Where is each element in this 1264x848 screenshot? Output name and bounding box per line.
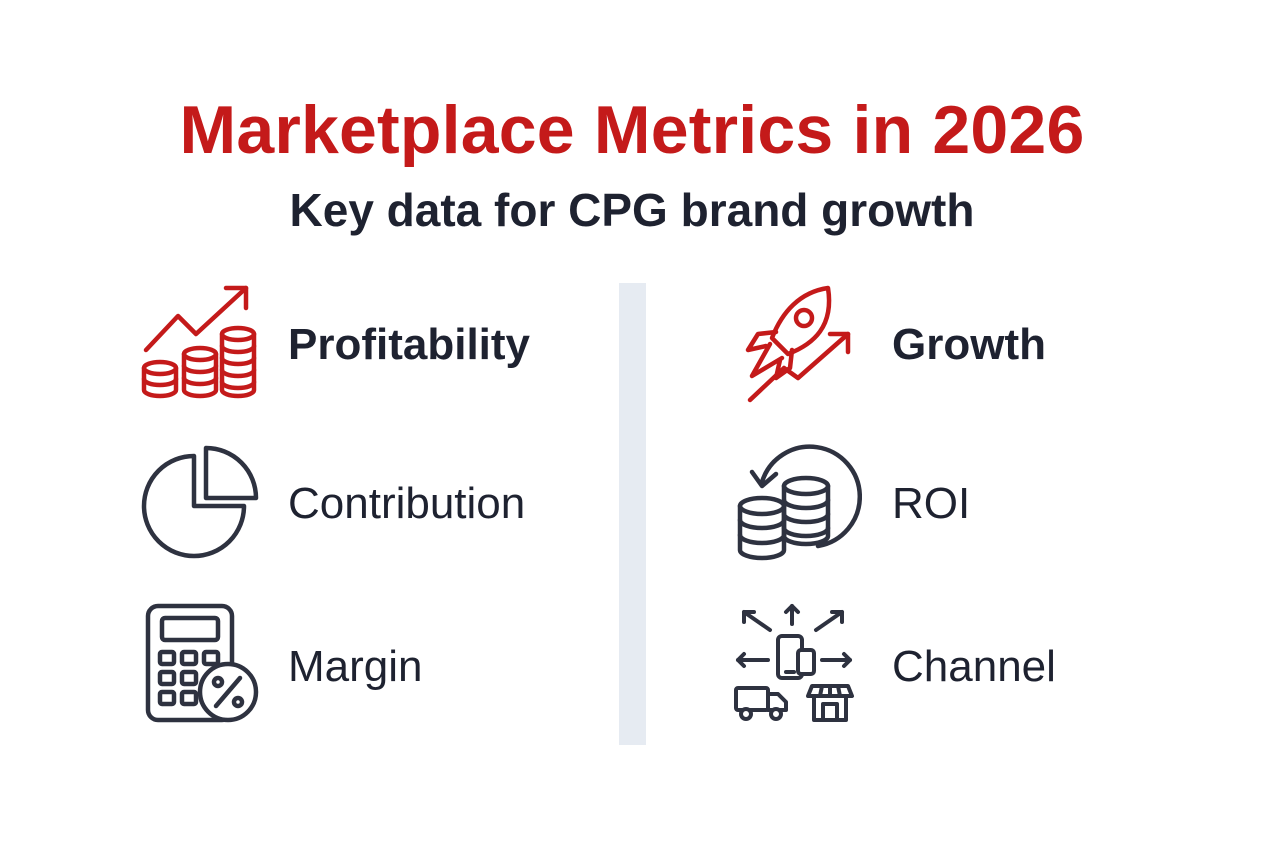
pie-chart-icon <box>138 442 268 572</box>
metric-label-margin: Margin <box>288 642 423 691</box>
rocket-growth-icon <box>730 280 860 410</box>
column-divider <box>619 283 646 745</box>
metric-label-roi: ROI <box>892 479 971 528</box>
page-subtitle: Key data for CPG brand growth <box>289 184 975 236</box>
metric-label-profitability: Profitability <box>288 320 531 369</box>
calculator-percent-icon <box>138 600 268 730</box>
coins-return-icon <box>732 442 862 572</box>
metric-label-channel: Channel <box>892 642 1056 691</box>
omnichannel-icon <box>730 600 860 730</box>
metric-label-growth: Growth <box>892 320 1046 369</box>
trending-coins-icon <box>136 282 266 412</box>
page-title: Marketplace Metrics in 2026 <box>179 92 1085 168</box>
metric-label-contribution: Contribution <box>288 479 526 528</box>
